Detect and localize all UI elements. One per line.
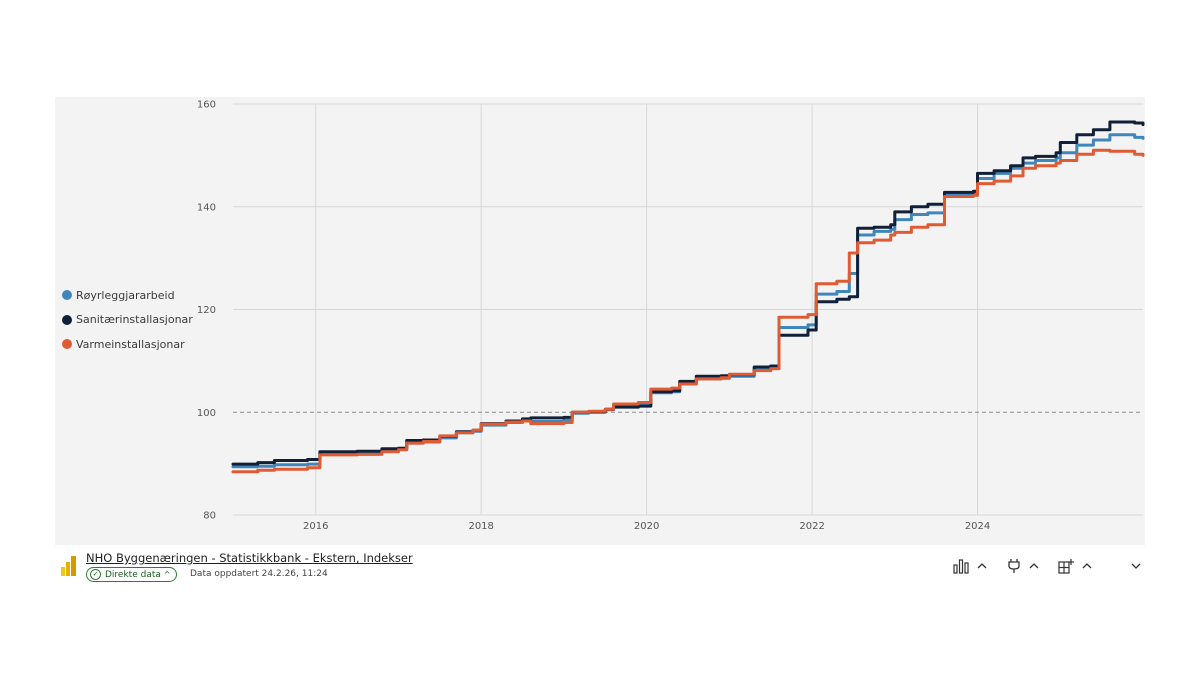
x-tick-label: 2020: [634, 521, 659, 532]
check-circle-icon: ✓: [90, 569, 101, 580]
direct-data-label: Direkte data: [105, 569, 161, 580]
line-chart: 80 100 120 140 160 2016 2018 2020 2022 2024: [197, 100, 1145, 532]
legend-marker: [62, 314, 72, 325]
y-tick-label: 100: [197, 408, 216, 419]
legend-label: Varmeinstallasjonar: [76, 337, 185, 351]
legend-label: Sanitærinstallasjonar: [76, 313, 193, 327]
series-line-0: [231, 133, 1145, 469]
direct-data-badge[interactable]: ✓ Direkte data ^: [86, 567, 177, 582]
chevron-down-icon: [1131, 563, 1141, 569]
report-footer: NHO Byggenæringen - Statistikkbank - Eks…: [55, 545, 1145, 587]
y-tick-label: 80: [203, 511, 216, 522]
chevron-up-icon: [1082, 563, 1092, 569]
visuals-menu-button[interactable]: [953, 557, 987, 575]
chevron-up-icon: [977, 563, 987, 569]
y-tick-label: 160: [197, 100, 216, 111]
footer-expand-button[interactable]: [1131, 557, 1141, 575]
legend-item[interactable]: Røyrleggjararbeid: [62, 283, 193, 308]
chart-bars-icon: [953, 559, 969, 574]
data-source-link[interactable]: NHO Byggenæringen - Statistikkbank - Eks…: [86, 551, 413, 565]
y-tick-label: 140: [197, 202, 216, 213]
add-visual-menu-button[interactable]: [1058, 557, 1092, 575]
x-tick-label: 2016: [303, 521, 328, 532]
add-visual-icon: [1058, 559, 1074, 574]
legend-marker: [62, 290, 72, 301]
powerbi-logo-icon: [61, 556, 76, 576]
chevron-up-icon: [1029, 563, 1039, 569]
data-updated-text: Data oppdatert 24.2.26, 11:24: [190, 569, 328, 579]
legend-item[interactable]: Sanitærinstallasjonar: [62, 308, 193, 333]
chart-legend: Røyrleggjararbeid Sanitærinstallasjonar Va…: [62, 283, 193, 357]
connections-menu-button[interactable]: [1007, 557, 1039, 575]
plug-icon: [1008, 559, 1020, 573]
legend-marker: [62, 339, 72, 350]
legend-item[interactable]: Varmeinstallasjonar: [62, 332, 193, 357]
x-tick-label: 2024: [965, 521, 990, 532]
x-tick-label: 2018: [468, 521, 493, 532]
line-chart-panel: 80 100 120 140 160 2016 2018 2020 2022 2024 Røyrl…: [55, 97, 1145, 545]
legend-label: Røyrleggjararbeid: [76, 288, 175, 302]
x-tick-label: 2022: [799, 521, 824, 532]
report-canvas: 80 100 120 140 160 2016 2018 2020 2022 2024 Røyrl…: [55, 97, 1145, 587]
chevron-up-icon: ^: [163, 570, 171, 579]
y-tick-label: 120: [197, 305, 216, 316]
series-line-2: [231, 148, 1145, 474]
